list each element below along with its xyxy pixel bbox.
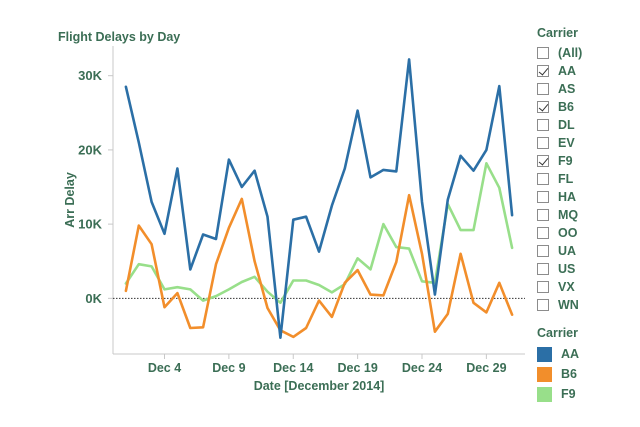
filter-item-label: AA bbox=[558, 64, 577, 78]
checkbox[interactable] bbox=[537, 101, 549, 113]
filter-item-oo[interactable]: OO bbox=[537, 224, 637, 242]
filter-item-label: AS bbox=[558, 82, 576, 96]
checkbox[interactable] bbox=[537, 263, 549, 275]
checkbox[interactable] bbox=[537, 83, 549, 95]
x-tick-label: Dec 4 bbox=[148, 361, 181, 375]
checkbox[interactable] bbox=[537, 155, 549, 167]
legend-item-b6[interactable]: B6 bbox=[537, 364, 637, 384]
filter-item-label: B6 bbox=[558, 100, 574, 114]
filter-item-f9[interactable]: F9 bbox=[537, 152, 637, 170]
legend-label: B6 bbox=[561, 367, 577, 381]
line-chart[interactable]: 0K 10K 20K 30K Dec 4 Dec 9 Dec 14 Dec 19 Dec 24 D… bbox=[0, 0, 530, 427]
checkbox[interactable] bbox=[537, 245, 549, 257]
legend-swatch bbox=[537, 346, 552, 362]
filter-item-ev[interactable]: EV bbox=[537, 134, 637, 152]
filter-item-label: DL bbox=[558, 118, 575, 132]
carrier-filter: Carrier (All) AA AS B6 DL EV F9 FL HA MQ OO UA US VX W… bbox=[537, 26, 637, 314]
x-tick-label: Dec 9 bbox=[212, 361, 245, 375]
checkbox[interactable] bbox=[537, 299, 549, 311]
filter-item-label: OO bbox=[558, 226, 578, 240]
filter-item-label: (All) bbox=[558, 46, 583, 60]
x-axis-label: Date [December 2014] bbox=[254, 379, 385, 393]
checkbox[interactable] bbox=[537, 173, 549, 185]
legend-label: F9 bbox=[561, 387, 576, 401]
filter-item-ha[interactable]: HA bbox=[537, 188, 637, 206]
carrier-filter-list: (All) AA AS B6 DL EV F9 FL HA MQ OO UA US VX WN bbox=[537, 44, 637, 314]
checkbox[interactable] bbox=[537, 47, 549, 59]
filter-item-label: HA bbox=[558, 190, 577, 204]
legend-swatch bbox=[537, 386, 552, 402]
y-tick-label: 30K bbox=[78, 68, 102, 83]
filter-item-label: UA bbox=[558, 244, 577, 258]
y-tick-label: 20K bbox=[78, 142, 102, 157]
filter-item-aa[interactable]: AA bbox=[537, 62, 637, 80]
chart-title: Flight Delays by Day bbox=[58, 30, 181, 44]
legend-item-aa[interactable]: AA bbox=[537, 344, 637, 364]
filter-item-b6[interactable]: B6 bbox=[537, 98, 637, 116]
filter-item-mq[interactable]: MQ bbox=[537, 206, 637, 224]
filter-item-all[interactable]: (All) bbox=[537, 44, 637, 62]
checkbox[interactable] bbox=[537, 65, 549, 77]
color-legend-list: AA B6 F9 bbox=[537, 344, 637, 404]
filter-item-us[interactable]: US bbox=[537, 260, 637, 278]
y-axis-label: Arr Delay bbox=[63, 172, 77, 228]
series-line-aa[interactable] bbox=[124, 58, 514, 340]
legend-item-f9[interactable]: F9 bbox=[537, 384, 637, 404]
legend-swatch bbox=[537, 366, 552, 382]
carrier-filter-title: Carrier bbox=[537, 26, 578, 40]
filter-item-vx[interactable]: VX bbox=[537, 278, 637, 296]
x-tick-label: Dec 29 bbox=[466, 361, 506, 375]
x-tick-label: Dec 19 bbox=[337, 361, 377, 375]
filter-item-label: EV bbox=[558, 136, 575, 150]
filter-item-wn[interactable]: WN bbox=[537, 296, 637, 314]
checkbox[interactable] bbox=[537, 119, 549, 131]
checkbox[interactable] bbox=[537, 191, 549, 203]
color-legend-title: Carrier bbox=[537, 326, 578, 340]
filter-item-label: VX bbox=[558, 280, 575, 294]
y-tick-label: 10K bbox=[78, 217, 102, 232]
series-line-b6[interactable] bbox=[124, 193, 514, 339]
checkbox[interactable] bbox=[537, 227, 549, 239]
legend-label: AA bbox=[561, 347, 580, 361]
checkbox[interactable] bbox=[537, 137, 549, 149]
color-legend: Carrier AA B6 F9 bbox=[537, 326, 637, 404]
checkbox[interactable] bbox=[537, 209, 549, 221]
filter-item-label: FL bbox=[558, 172, 574, 186]
filter-item-label: US bbox=[558, 262, 576, 276]
y-tick-label: 0K bbox=[85, 291, 102, 306]
filter-item-fl[interactable]: FL bbox=[537, 170, 637, 188]
filter-item-dl[interactable]: DL bbox=[537, 116, 637, 134]
filter-item-label: MQ bbox=[558, 208, 579, 222]
filter-item-as[interactable]: AS bbox=[537, 80, 637, 98]
filter-item-ua[interactable]: UA bbox=[537, 242, 637, 260]
x-tick-label: Dec 14 bbox=[273, 361, 313, 375]
x-tick-label: Dec 24 bbox=[402, 361, 442, 375]
filter-item-label: WN bbox=[558, 298, 579, 312]
checkbox[interactable] bbox=[537, 281, 549, 293]
filter-item-label: F9 bbox=[558, 154, 573, 168]
